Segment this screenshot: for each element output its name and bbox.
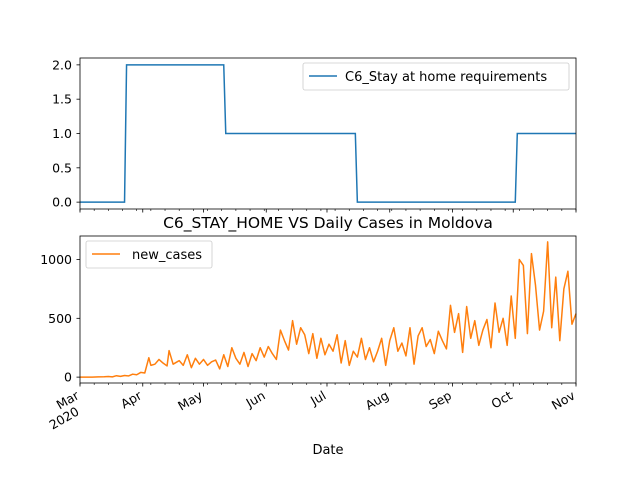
bottom-y-tick-label: 1000	[40, 252, 72, 267]
x-axis-label: Date	[312, 443, 343, 458]
bottom-y-tick-label: 0	[64, 370, 72, 385]
top-y-tick-label: 2.0	[52, 57, 72, 72]
series-line-stay-at-home	[80, 64, 576, 203]
top-y-tick-label: 1.0	[52, 126, 72, 141]
top-y-tick-label: 1.5	[52, 92, 72, 107]
top-legend-label: C6_Stay at home requirements	[345, 70, 547, 85]
bottom-y-tick-label: 500	[48, 311, 72, 326]
bottom-legend-box	[85, 240, 213, 269]
bottom-legend-label: new_cases	[132, 248, 202, 263]
top-legend-box	[302, 62, 570, 91]
chart-title: C6_STAY_HOME VS Daily Cases in Moldova	[163, 214, 493, 233]
top-axes-ticks: 0.0 0.5 1.0 1.5 2.0	[52, 57, 577, 213]
top-axes: 0.0 0.5 1.0 1.5 2.0 C6_Stay at home requirem…	[52, 57, 577, 213]
series-line-new-cases	[80, 241, 577, 378]
top-legend: C6_Stay at home requirements	[302, 62, 570, 91]
bottom-axes-frame	[79, 235, 577, 384]
bottom-legend: new_cases	[85, 240, 213, 269]
bottom-x-tick-label: Jul	[307, 388, 328, 409]
top-axes-frame	[79, 57, 577, 210]
top-y-tick-label: 0.5	[52, 160, 72, 175]
top-y-tick-label: 0.0	[52, 195, 72, 210]
